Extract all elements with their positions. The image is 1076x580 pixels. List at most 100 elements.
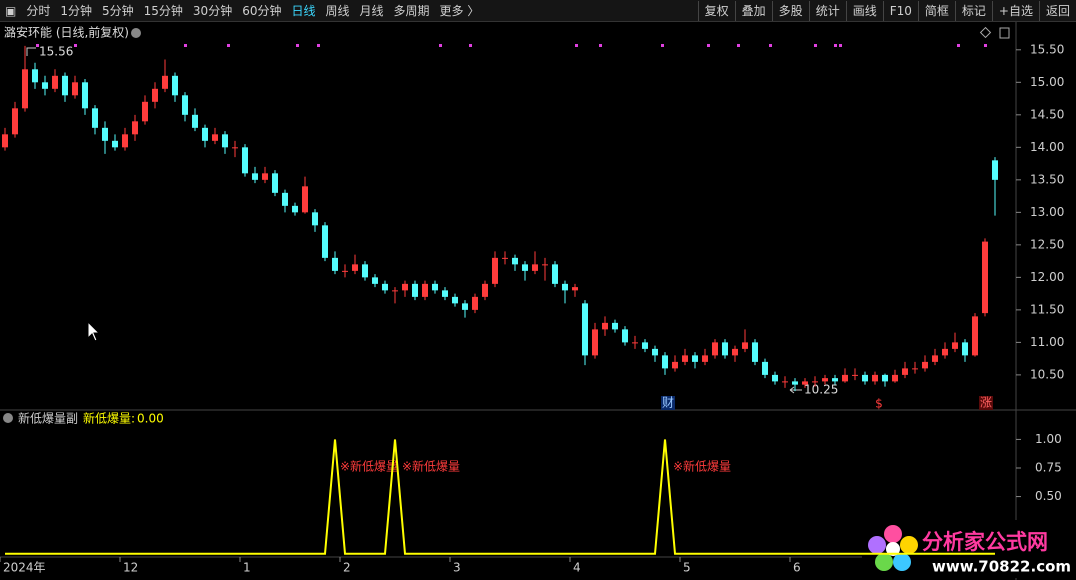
candle-body (812, 381, 818, 383)
y-tick-label: 11.50 (1030, 302, 1064, 316)
candle-body (852, 374, 858, 376)
candle-body (452, 296, 458, 304)
candle-body (692, 355, 698, 362)
logo-petal (893, 553, 911, 571)
annotation: ※新低爆量 (673, 459, 731, 474)
event-box (979, 396, 993, 410)
candle-body (172, 75, 178, 96)
candle-body (882, 374, 888, 382)
toolbar-button[interactable]: 1分钟 (60, 4, 92, 18)
toolbar-button[interactable]: 15分钟 (143, 4, 183, 18)
candle-body (292, 205, 298, 213)
logo-petal (868, 536, 886, 554)
toolbar-button[interactable]: 简框 (917, 0, 955, 21)
candle-body (622, 329, 628, 343)
title-menu[interactable] (131, 28, 141, 38)
candle-body (722, 342, 728, 356)
toolbar-button[interactable]: 月线 (359, 4, 384, 18)
x-tick-label: 12 (123, 561, 138, 575)
event-marker[interactable]: $ (875, 397, 883, 411)
low-pointer (789, 386, 802, 394)
toolbar-button[interactable]: F10 (882, 0, 918, 21)
toolbar-button[interactable]: 分时 (26, 4, 51, 18)
candle-body (152, 88, 158, 102)
diamond-icon[interactable] (979, 26, 992, 39)
candle-body (92, 108, 98, 128)
candle-body (652, 348, 658, 356)
candle-body (912, 368, 918, 370)
event-marker[interactable]: 财 (662, 396, 674, 410)
event-box (661, 396, 675, 410)
candle-body (382, 283, 388, 291)
candle-body (862, 374, 868, 382)
x-tick-label: 4 (573, 561, 581, 575)
toolbar-button[interactable]: 画线 (845, 0, 883, 21)
toolbar-button[interactable]: 返回 (1038, 0, 1076, 21)
candle-body (512, 257, 518, 265)
x-tick-label: 1 (243, 561, 251, 575)
panel-menu[interactable] (3, 413, 13, 423)
candle-body (572, 287, 578, 291)
toolbar-button[interactable]: 5分钟 (102, 4, 134, 18)
candle-body (712, 342, 718, 356)
candle-body (672, 361, 678, 369)
candle-body (222, 134, 228, 148)
logo-petal (900, 536, 918, 554)
toolbar-button[interactable]: 60分钟 (242, 4, 282, 18)
candle-body (332, 257, 338, 271)
toolbar-button[interactable]: 多周期 (393, 4, 430, 18)
candle-body (932, 355, 938, 362)
x-tick-label: 3 (453, 561, 461, 575)
candle-body (502, 257, 508, 259)
candle-body (82, 82, 88, 109)
candle-body (342, 270, 348, 272)
toolbar-right: 复权 叠加 多股 统计 画线 F10 简框 标记 +自选 返回 (697, 0, 1076, 22)
toolbar-button[interactable]: 复权 (697, 0, 735, 21)
y-tick-label: 15.00 (1030, 75, 1064, 89)
watermark-title: 分析家公式网 (922, 530, 1048, 554)
toolbar-button[interactable]: 标记 (954, 0, 992, 21)
toolbar-button[interactable]: 周线 (325, 4, 350, 18)
candle-body (582, 303, 588, 356)
x-tick-label: 5 (683, 561, 691, 575)
candle-body (972, 316, 978, 356)
candle-body (42, 82, 48, 89)
candle-body (352, 264, 358, 271)
toolbar-button[interactable]: 叠加 (734, 0, 772, 21)
candle-body (422, 283, 428, 297)
candle-body (272, 173, 278, 193)
toolbar-button[interactable]: 30分钟 (192, 4, 233, 18)
toolbar-button[interactable]: +自选 (991, 0, 1039, 21)
toolbar-button[interactable]: 日线 (291, 4, 316, 18)
toolbar-button[interactable]: 更多 〉 (439, 4, 480, 18)
candle-body (732, 348, 738, 356)
candle-body (592, 329, 598, 356)
candle-body (892, 374, 898, 382)
signal-dots (36, 44, 987, 47)
y-tick-label: 12.50 (1030, 237, 1064, 251)
y-tick-label: 12.00 (1030, 270, 1064, 284)
panel-icon[interactable] (999, 27, 1010, 39)
candle-body (822, 378, 828, 382)
candle-body (312, 212, 318, 226)
y-tick-label: 11.00 (1030, 335, 1064, 349)
candle-body (22, 69, 28, 109)
high-label: 15.56 (39, 45, 73, 59)
x-tick-label: 2024年 (3, 561, 46, 575)
candle-body (702, 355, 708, 362)
menu-icon[interactable]: ▣ (5, 3, 17, 18)
candle-body (52, 75, 58, 89)
watermark-url: www.70822.com (932, 558, 1071, 576)
candle-body (162, 75, 168, 89)
candle-body (402, 283, 408, 291)
toolbar-button[interactable]: 统计 (808, 0, 846, 21)
high-pointer (26, 47, 36, 56)
toolbar-button[interactable]: 多股 (771, 0, 809, 21)
candle-body (942, 348, 948, 356)
candle-body (542, 264, 548, 266)
event-marker[interactable]: 涨 (980, 395, 992, 410)
candle-body (532, 264, 538, 271)
y-tick-label: 15.50 (1030, 42, 1064, 56)
candle-body (762, 361, 768, 375)
